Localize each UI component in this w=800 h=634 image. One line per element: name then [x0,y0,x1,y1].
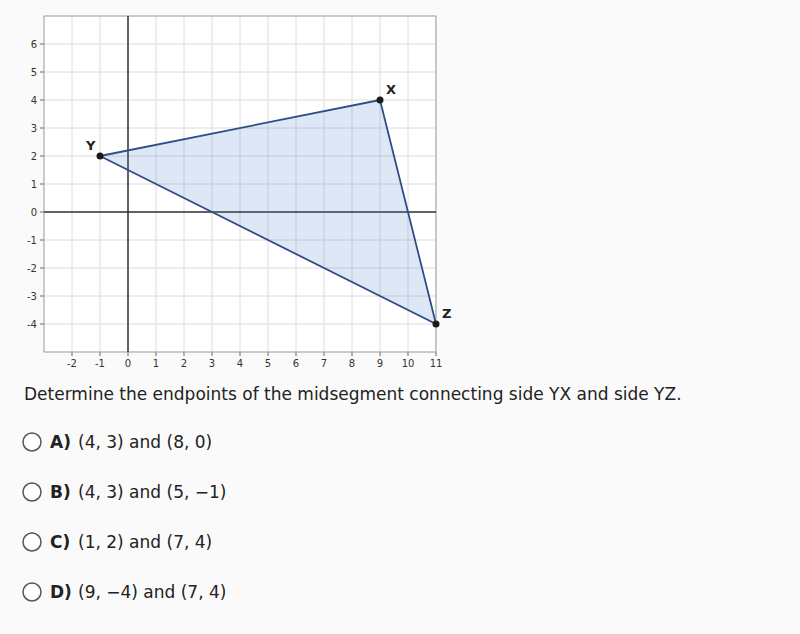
tick-x [408,352,409,356]
vertex-label: Y [85,138,96,153]
tick-label-x: 5 [265,358,271,369]
tick-label-y: -2 [27,263,37,274]
tick-label-x: -1 [95,358,105,369]
tick-label-y: 5 [31,67,37,78]
choice-label: C) [50,532,70,552]
plot-area [44,16,436,352]
choice-label: B) [50,482,71,502]
tick-x [212,352,213,356]
question: Determine the endpoints of the midsegmen… [24,384,682,404]
tick-x [128,352,129,356]
vertex-label: X [386,82,396,97]
tick-y [40,268,44,269]
tick-label-x: 2 [181,358,187,369]
tick-x [184,352,185,356]
tick-label-y: 0 [31,207,37,218]
tick-label-x: 6 [293,358,299,369]
tick-y [40,72,44,73]
tick-y [40,156,44,157]
tick-x [324,352,325,356]
tick-x [156,352,157,356]
grid [44,16,436,352]
tick-x [268,352,269,356]
tick-label-x: -2 [67,358,77,369]
vertex-point [433,321,440,328]
tick-label-x: 3 [209,358,215,369]
vertex-label: Z [442,306,451,321]
vertex-point [97,153,104,160]
tick-y [40,240,44,241]
radio-button [23,533,41,551]
choice-text: (9, −4) and (7, 4) [78,582,226,602]
figure: -2 -1 0 1 2 3 4 5 6 7 8 9 10 11 -4 -3 -2 -1 0 1 2 3 4 5 6 Y X Z Dete… [0,0,800,634]
vertex-point [377,97,384,104]
choice-text: (4, 3) and (8, 0) [78,432,212,452]
plot-frame [44,16,436,352]
grid-line-y [44,324,436,325]
plot-background [44,16,436,352]
choice-text: (4, 3) and (5, −1) [78,482,226,502]
tick-x [352,352,353,356]
grid-line-x [128,16,129,352]
tick-y [40,324,44,325]
tick-label-x: 11 [430,358,443,369]
tick-label-x: 10 [402,358,415,369]
tick-label-y: 6 [31,39,37,50]
tick-x [100,352,101,356]
radio-button [23,433,41,451]
grid-line-y [44,296,436,297]
tick-x [72,352,73,356]
choice-label: D) [50,582,72,602]
tick-label-x: 7 [321,358,327,369]
tick-y [40,44,44,45]
tick-label-x: 4 [237,358,243,369]
triangle [100,100,436,324]
choice-label: A) [50,432,71,452]
tick-label-y: -3 [27,291,37,302]
tick-label-x: 9 [377,358,383,369]
tick-y [40,184,44,185]
tick-y [40,100,44,101]
grid-line-y [44,72,436,73]
tick-label-x: 0 [125,358,131,369]
grid-line-y [44,44,436,45]
radio-button [23,483,41,501]
tick-label-y: 4 [31,95,37,106]
tick-x [436,352,437,356]
tick-label-y: -4 [27,319,37,330]
choice-text: (1, 2) and (7, 4) [78,532,212,552]
axis-line-y [127,16,129,352]
tick-label-y: 3 [31,123,37,134]
tick-x [380,352,381,356]
tick-label-y: 2 [31,151,37,162]
tick-label-y: 1 [31,179,37,190]
tick-y [40,296,44,297]
tick-label-y: -1 [27,235,37,246]
tick-label-x: 8 [349,358,355,369]
tick-label-x: 1 [153,358,159,369]
radio-button [23,583,41,601]
tick-y [40,128,44,129]
tick-y [40,212,44,213]
tick-x [240,352,241,356]
tick-x [296,352,297,356]
